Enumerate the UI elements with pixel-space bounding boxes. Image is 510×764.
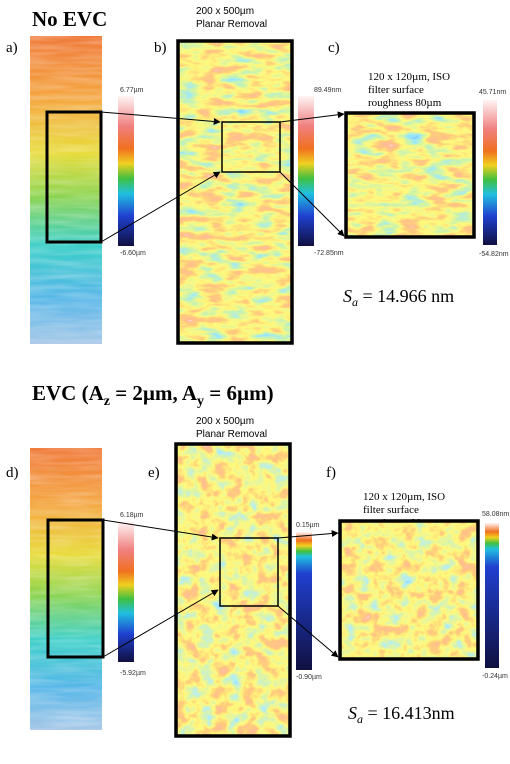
heading-text: EVC (A — [32, 381, 105, 405]
surface-texture — [30, 448, 102, 730]
surface-texture — [30, 36, 102, 344]
zoom-image — [340, 521, 478, 659]
heading: No EVC — [32, 7, 107, 31]
heading-text: = 2µm, A — [110, 381, 198, 405]
color-scale — [296, 532, 312, 670]
roughness-value: Sa = 16.413nm — [348, 703, 455, 726]
scale-max: 0.15µm — [296, 522, 320, 529]
panel-label: b) — [154, 40, 167, 56]
heading-text: No EVC — [32, 7, 107, 31]
sa-symbol: S — [343, 286, 352, 306]
heading-text: = 6µm) — [204, 381, 274, 405]
surface-image — [176, 444, 290, 736]
scale-min: -6.60µm — [120, 250, 146, 257]
zoom-image — [346, 113, 474, 237]
scan-caption: 200 x 500µm — [196, 416, 254, 427]
panel-label: d) — [6, 465, 19, 481]
sa-value: = 14.966 nm — [358, 286, 454, 306]
zoom-caption: 120 x 120µm, ISO — [363, 491, 445, 503]
sa-value: = 16.413nm — [363, 703, 455, 723]
scan-caption: 200 x 500µm — [196, 6, 254, 17]
scan-caption: Planar Removal — [196, 429, 267, 440]
roughness-value: Sa = 14.966 nm — [343, 286, 454, 309]
panel-label: a) — [6, 40, 18, 56]
scale-min: -72.85nm — [314, 250, 344, 257]
scale-min: -54.82nm — [479, 251, 509, 258]
heading: EVC (Az = 2µm, Ay = 6µm) — [32, 381, 274, 409]
heading-subscript: y — [197, 394, 204, 409]
scale-max: 45.71nm — [479, 89, 506, 96]
surface-image — [178, 41, 292, 343]
scale-min: -0.90µm — [296, 674, 322, 681]
scale-max: 58.08nm — [482, 511, 509, 518]
scale-min: -5.92µm — [120, 670, 146, 677]
panel-label: e) — [148, 465, 160, 481]
scan-caption: Planar Removal — [196, 19, 267, 30]
scale-max: 6.77µm — [120, 87, 144, 94]
panel-label: c) — [328, 40, 340, 56]
zoom-caption: filter surface — [368, 84, 424, 96]
color-scale — [485, 523, 499, 668]
scale-max: 6.18µm — [120, 512, 144, 519]
color-scale — [483, 100, 497, 245]
figure: No EVC a) b) c) 6.77µm -6.60µm 200 x 500… — [0, 0, 510, 764]
panel-label: f) — [326, 465, 336, 481]
scale-min: -0.24µm — [482, 673, 508, 680]
zoom-caption: filter surface — [363, 504, 419, 516]
scale-max: 89.49nm — [314, 87, 341, 94]
sa-symbol: S — [348, 703, 357, 723]
zoom-caption: 120 x 120µm, ISO — [368, 71, 450, 83]
color-scale — [118, 522, 134, 662]
zoom-caption: roughness 80µm — [368, 97, 442, 109]
